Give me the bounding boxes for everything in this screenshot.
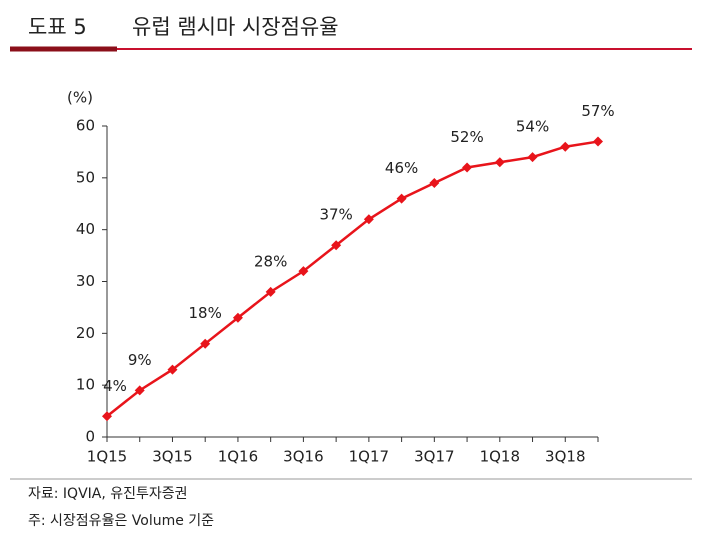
y-tick-label: 60 — [76, 117, 95, 135]
data-label: 9% — [128, 351, 152, 369]
chart-title: 유럽 램시마 시장점유율 — [132, 15, 339, 39]
marker — [167, 364, 178, 375]
marker — [494, 157, 505, 168]
data-label: 4% — [103, 377, 127, 395]
figure-label: 도표 5 — [28, 15, 87, 39]
data-label: 46% — [385, 159, 418, 177]
note: 주: 시장점유율은 Volume 기준 — [28, 513, 214, 529]
data-label: 18% — [189, 304, 222, 322]
x-tick-label: 1Q16 — [218, 448, 258, 466]
marker — [462, 162, 473, 173]
y-tick-label: 0 — [85, 428, 95, 446]
x-tick-label: 1Q18 — [480, 448, 520, 466]
x-tick-label: 3Q16 — [283, 448, 323, 466]
marker — [363, 214, 374, 225]
marker — [560, 141, 571, 152]
x-tick-label: 1Q17 — [349, 448, 389, 466]
marker — [102, 411, 112, 422]
y-tick-label: 40 — [76, 220, 95, 238]
marker — [298, 266, 309, 277]
marker — [331, 240, 342, 251]
source: 자료: IQVIA, 유진투자증권 — [28, 486, 188, 502]
marker — [232, 312, 243, 323]
data-label: 52% — [450, 128, 483, 146]
y-tick-label: 20 — [76, 324, 95, 342]
y-tick-label: 30 — [76, 272, 95, 290]
y-axis-label: (%) — [67, 89, 93, 107]
x-tick-label: 3Q15 — [152, 448, 192, 466]
data-label: 54% — [516, 118, 549, 136]
y-tick-label: 10 — [76, 376, 95, 394]
marker — [396, 193, 407, 204]
marker — [200, 338, 211, 349]
data-label: 57% — [581, 102, 614, 120]
y-tick-label: 50 — [76, 168, 95, 186]
x-tick-label: 1Q15 — [87, 448, 127, 466]
data-label: 28% — [254, 252, 287, 270]
x-tick-label: 3Q17 — [414, 448, 454, 466]
marker — [593, 136, 603, 147]
marker — [134, 385, 145, 396]
marker — [429, 178, 440, 189]
marker — [265, 286, 276, 297]
marker — [527, 152, 538, 163]
data-line — [106, 140, 599, 418]
x-tick-label: 3Q18 — [545, 448, 585, 466]
data-label: 37% — [319, 206, 352, 224]
